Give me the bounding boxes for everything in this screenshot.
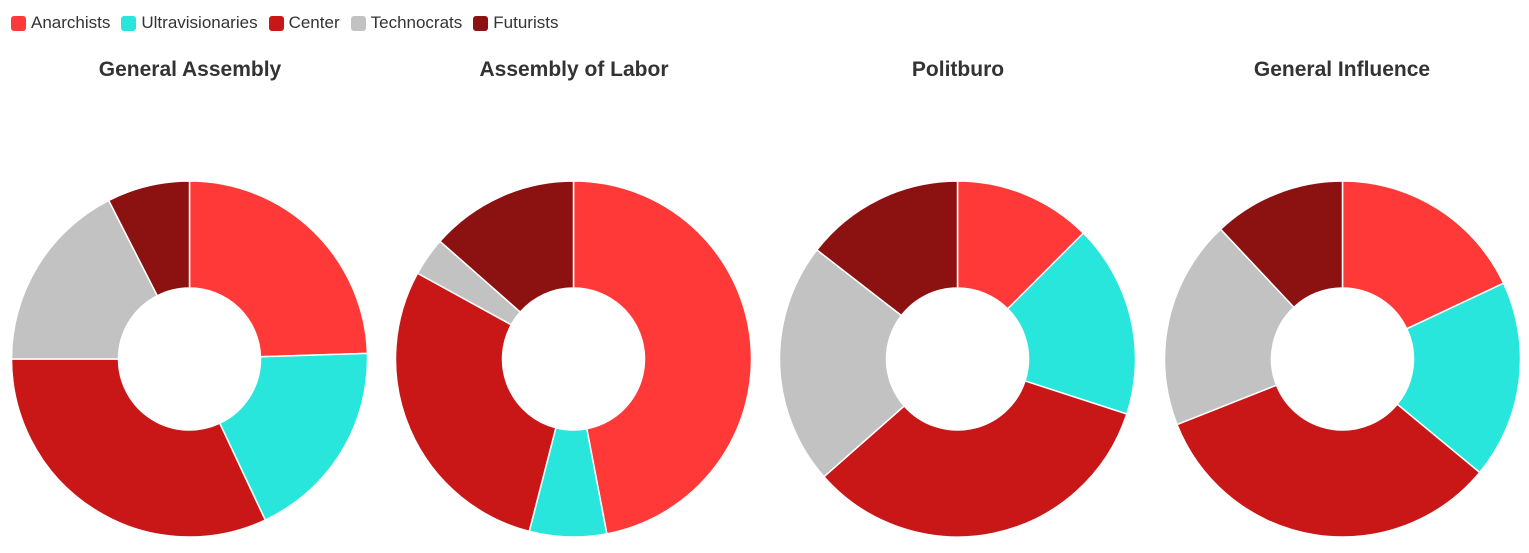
- chart-title-politburo: Politburo: [911, 58, 1005, 81]
- slice-assembly-of-labor-center[interactable]: [394, 272, 557, 533]
- slice-general-influence-technocrats[interactable]: [1163, 228, 1295, 426]
- legend-label-ultravisionaries: Ultravisionaries: [141, 13, 258, 32]
- legend-swatch-anarchists: [11, 15, 26, 31]
- legend-item-technocrats[interactable]: Technocrats: [350, 13, 463, 33]
- slice-general-influence-ultravisionaries[interactable]: [1396, 282, 1522, 474]
- legend-item-futurists[interactable]: Futurists: [473, 13, 558, 33]
- slice-politburo-anarchists[interactable]: [956, 180, 1085, 310]
- chart-title-general-influence: General Influence: [1253, 58, 1431, 81]
- legend-label-futurists: Futurists: [493, 13, 559, 32]
- legend-item-ultravisionaries[interactable]: Ultravisionaries: [121, 13, 258, 33]
- legend-item-anarchists[interactable]: Anarchists: [11, 13, 110, 33]
- legend-label-center: Center: [288, 13, 340, 32]
- slice-general-assembly-futurists[interactable]: [107, 180, 191, 297]
- legend-swatch-ultravisionaries: [121, 15, 137, 31]
- donut-assembly-of-labor: [394, 180, 753, 538]
- legend-swatch-technocrats: [350, 15, 366, 31]
- slice-assembly-of-labor-futurists[interactable]: [438, 180, 575, 314]
- slice-politburo-center[interactable]: [822, 379, 1128, 538]
- slice-general-influence-anarchists[interactable]: [1341, 180, 1505, 330]
- slice-politburo-futurists[interactable]: [815, 180, 959, 317]
- slice-assembly-of-labor-anarchists[interactable]: [572, 180, 753, 535]
- legend: Anarchists Ultravisionaries Center Techn…: [11, 12, 569, 34]
- donut-politburo: [778, 180, 1137, 538]
- slice-politburo-ultravisionaries[interactable]: [1006, 232, 1137, 415]
- legend-label-technocrats: Technocrats: [370, 13, 463, 32]
- slice-politburo-technocrats[interactable]: [778, 248, 906, 478]
- legend-swatch-futurists: [473, 15, 489, 31]
- slice-general-assembly-ultravisionaries[interactable]: [218, 352, 369, 522]
- legend-item-center[interactable]: Center: [268, 13, 340, 33]
- slice-general-assembly-technocrats[interactable]: [10, 199, 159, 360]
- donut-general-assembly: [10, 180, 369, 538]
- legend-swatch-center: [268, 15, 284, 31]
- slice-general-influence-center[interactable]: [1176, 384, 1481, 538]
- legend-label-anarchists: Anarchists: [31, 13, 111, 32]
- chart-title-assembly-of-labor: Assembly of Labor: [479, 58, 669, 81]
- slice-general-influence-futurists[interactable]: [1219, 180, 1344, 309]
- slice-general-assembly-anarchists[interactable]: [188, 180, 369, 358]
- chart-title-general-assembly: General Assembly: [98, 58, 282, 81]
- donut-general-influence: [1163, 180, 1522, 538]
- slice-general-assembly-center[interactable]: [10, 358, 267, 538]
